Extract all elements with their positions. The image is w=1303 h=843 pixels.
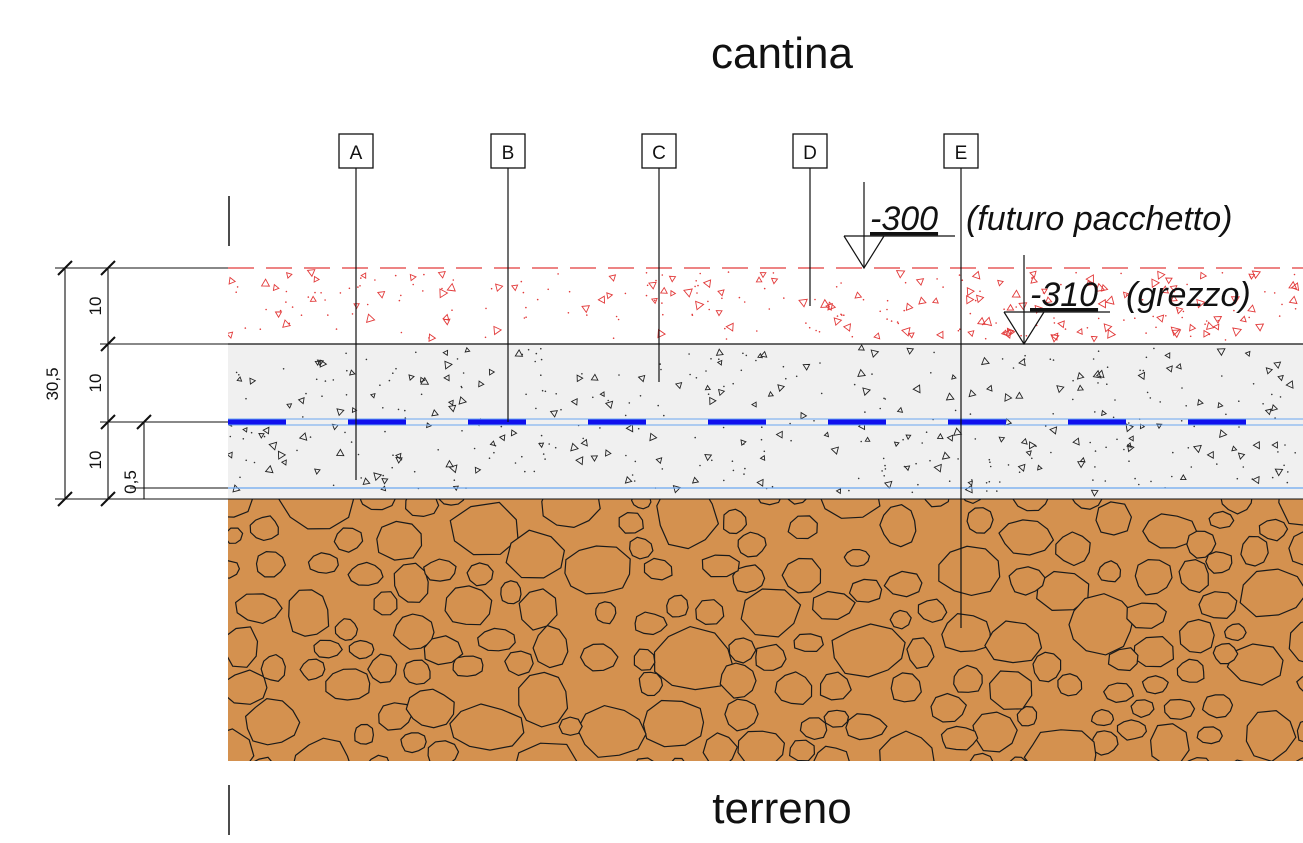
dimension-total: 30,5 [43, 367, 62, 400]
svg-text:(grezzo): (grezzo) [1126, 276, 1251, 314]
svg-text:A: A [350, 143, 363, 164]
concrete-layer-upper [228, 344, 1303, 422]
dimension-layer-1: 10 [86, 297, 105, 316]
concrete-aggregate-hatch [228, 344, 1296, 497]
concrete-layer-lower [228, 422, 1303, 499]
callout-b: B [490, 133, 526, 422]
svg-text:-300: -300 [870, 200, 938, 238]
room-label-top: cantina [711, 29, 853, 78]
svg-text:E: E [955, 143, 968, 164]
dimension-chain [55, 260, 228, 507]
dimension-layer-3: 10 [86, 451, 105, 470]
elevation-marker-rough: -310 (grezzo) [1003, 255, 1251, 346]
screed-aggregate-hatch [228, 269, 1300, 343]
callout-a: A [338, 133, 374, 480]
callout-d: D [792, 133, 828, 306]
room-label-bottom: terreno [712, 784, 851, 833]
soil-stone-hatch [228, 499, 1303, 761]
dimension-layer-2: 10 [86, 374, 105, 393]
svg-text:-310: -310 [1030, 276, 1098, 314]
svg-text:B: B [502, 143, 515, 164]
svg-text:D: D [803, 143, 817, 164]
callout-e: E [943, 133, 979, 628]
callout-c: C [641, 133, 677, 382]
svg-text:C: C [652, 143, 666, 164]
dimension-membrane: 0,5 [121, 470, 140, 494]
elevation-marker-finished: -300 (futuro pacchetto) [843, 182, 1232, 270]
screed-layer [228, 268, 1303, 344]
svg-text:(futuro pacchetto): (futuro pacchetto) [966, 200, 1232, 238]
